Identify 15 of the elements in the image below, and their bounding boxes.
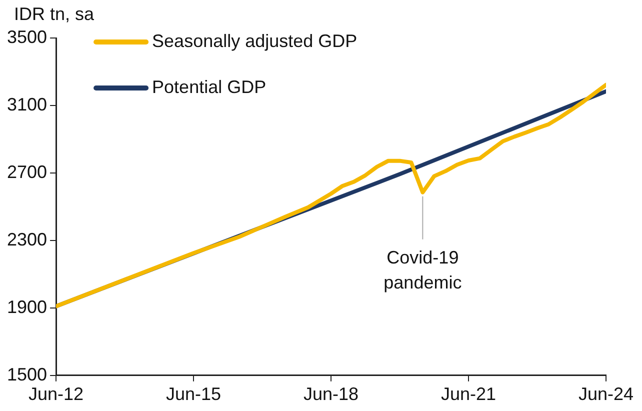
y-tick-label: 3100 <box>6 94 48 114</box>
x-tick-label: Jun-21 <box>440 384 496 404</box>
y-tick-label: 2300 <box>6 229 48 250</box>
y-tick-label: 1900 <box>6 296 48 317</box>
x-tick-label: Jun-15 <box>166 384 222 404</box>
x-tick-label: Jun-18 <box>304 384 359 404</box>
legend-label: Potential GDP <box>152 76 266 97</box>
annotation: Covid-19 pandemic <box>384 247 462 292</box>
legend-label: Seasonally adjusted GDP <box>152 30 358 51</box>
x-tick-label: Jun-24 <box>578 384 634 404</box>
y-axis-title: IDR tn, sa <box>14 4 96 24</box>
y-tick-label: 3500 <box>6 26 48 47</box>
x-tick-label: Jun-12 <box>28 384 84 404</box>
y-tick-label: 1500 <box>6 364 48 384</box>
y-tick-label: 2700 <box>6 162 48 182</box>
